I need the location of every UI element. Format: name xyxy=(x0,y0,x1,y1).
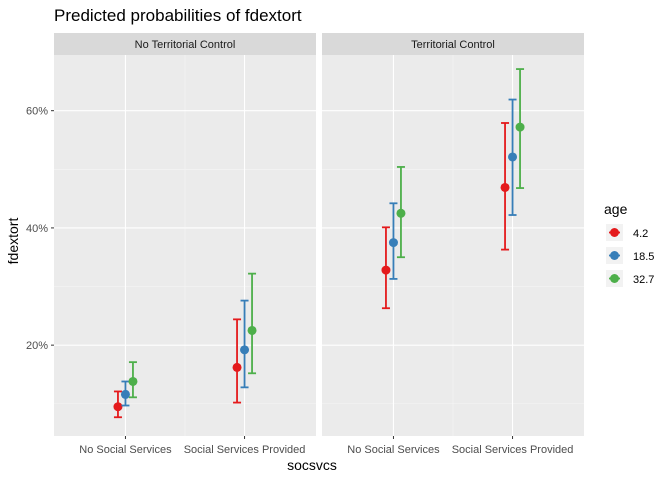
x-tick-label: No Social Services xyxy=(79,444,172,456)
chart-panels: No Territorial Control Territorial Contro… xyxy=(54,33,584,436)
legend-key-point xyxy=(610,274,619,283)
x-tick-label: Social Services Provided xyxy=(452,444,574,456)
panel-1: Territorial Control xyxy=(322,33,584,436)
x-tick-label: No Social Services xyxy=(347,444,440,456)
facet-strip-label: Territorial Control xyxy=(411,39,495,51)
data-point xyxy=(381,265,391,275)
facet-strip-label: No Territorial Control xyxy=(135,39,236,51)
data-point xyxy=(247,325,257,335)
legend-key-point xyxy=(610,228,619,237)
data-point xyxy=(500,182,510,192)
y-tick-label: 20% xyxy=(26,340,48,352)
data-point xyxy=(113,402,123,412)
data-point xyxy=(515,122,525,132)
data-point xyxy=(388,238,398,248)
y-tick-label: 60% xyxy=(26,106,48,118)
legend: age 4.2 18.5 32.7 xyxy=(604,201,654,287)
y-axis: 20% 40% 60% xyxy=(26,106,54,352)
y-axis-title: fdextort xyxy=(5,218,21,265)
y-tick-label: 40% xyxy=(26,223,48,235)
facet-strip xyxy=(54,33,316,55)
panel-0: No Territorial Control xyxy=(54,33,316,436)
legend-label: 4.2 xyxy=(633,228,648,240)
data-point xyxy=(232,362,242,372)
data-point xyxy=(396,208,406,218)
chart-title: Predicted probabilities of fdextort xyxy=(54,6,302,25)
data-point xyxy=(508,152,518,162)
legend-title: age xyxy=(604,201,628,217)
legend-key-point xyxy=(610,251,619,260)
legend-label: 18.5 xyxy=(633,251,654,263)
data-point xyxy=(120,389,130,399)
data-point xyxy=(240,345,250,355)
x-tick-label: Social Services Provided xyxy=(184,444,306,456)
x-axis: No Social Services Social Services Provid… xyxy=(79,436,573,456)
legend-label: 32.7 xyxy=(633,274,654,286)
data-point xyxy=(128,376,138,386)
facet-strip xyxy=(322,33,584,55)
x-axis-title: socsvcs xyxy=(287,457,337,473)
